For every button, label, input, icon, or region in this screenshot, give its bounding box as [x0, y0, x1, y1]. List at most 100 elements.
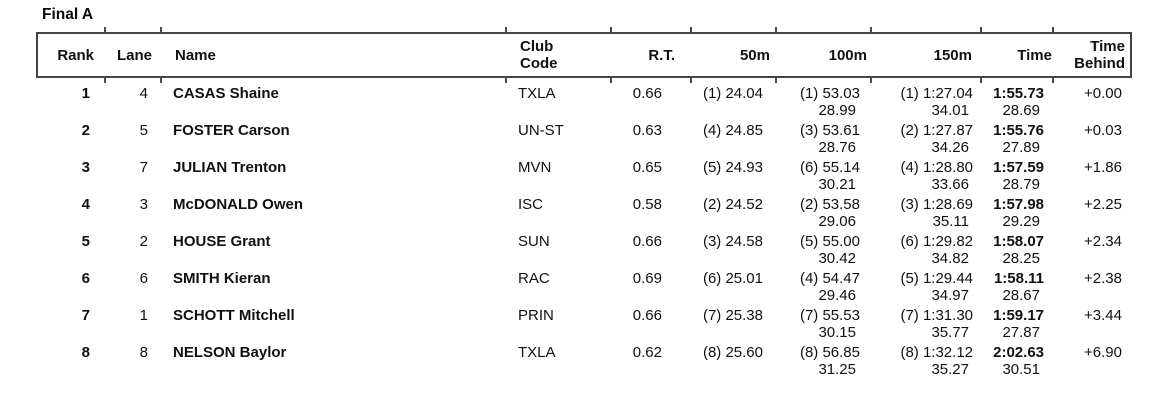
reaction-time-cell-value: 0.58: [632, 196, 662, 213]
split-150m-cell: (5) 1:29.44 34.97: [870, 270, 980, 307]
lane-cell-value: 2: [139, 233, 148, 250]
split-150m-cell: (2) 1:27.87 34.26: [870, 122, 980, 159]
split-100m-cell: (6) 55.14 30.21: [775, 159, 870, 196]
reaction-time-cell-value: 0.69: [632, 270, 662, 287]
split-150m-cell-value: (2) 1:27.87: [900, 122, 973, 139]
result-row: 8 8 NELSON Baylor TXLA 0.62 (8) 25.60 (8) 56.8…: [36, 344, 1132, 381]
final-time-cell: 1:58.07 28.25: [980, 233, 1052, 270]
swimmer-name-cell-value: HOUSE Grant: [173, 233, 271, 250]
reaction-time-cell-value: 0.62: [632, 344, 662, 361]
split-time: 35.77: [931, 324, 969, 341]
final-time-cell: 1:55.76 27.89: [980, 122, 1052, 159]
club-code-cell-value: TXLA: [518, 85, 556, 102]
lane-cell: 2: [104, 233, 160, 270]
time-behind-cell-value: +6.90: [1084, 344, 1122, 361]
column-tick: [160, 78, 162, 83]
reaction-time-cell: 0.66: [610, 85, 690, 122]
split-50m-cell-value: (1) 24.04: [702, 85, 763, 102]
rank-cell: 8: [36, 344, 104, 381]
header-club-code-line1: Club: [520, 38, 554, 55]
split-100m-cell: (5) 55.00 30.42: [775, 233, 870, 270]
table-header-row: Rank Lane Name Club Code R.T. 50m 100m 1…: [36, 32, 1132, 78]
rank-cell-value: 2: [81, 122, 90, 139]
final-time-cell: 1:59.17 27.87: [980, 307, 1052, 344]
reaction-time-cell: 0.66: [610, 233, 690, 270]
final-time-cell: 1:57.98 29.29: [980, 196, 1052, 233]
rank-cell-value: 5: [81, 233, 90, 250]
club-code-cell: PRIN: [505, 307, 610, 344]
lane-cell: 4: [104, 85, 160, 122]
club-code-cell: MVN: [505, 159, 610, 196]
split-time: 28.69: [1002, 102, 1040, 119]
final-time-cell-value: 2:02.63: [993, 344, 1044, 361]
rank-cell-value: 7: [81, 307, 90, 324]
result-row: 4 3 McDONALD Owen ISC 0.58 (2) 24.52 (2) 53.58…: [36, 196, 1132, 233]
column-tick: [610, 27, 612, 32]
header-100m: 100m: [828, 46, 867, 64]
split-100m-cell-value: (3) 53.61: [799, 122, 860, 139]
club-code-cell: UN-ST: [505, 122, 610, 159]
split-50m-cell: (8) 25.60: [690, 344, 775, 381]
column-tick: [870, 78, 872, 83]
split-time: 28.99: [818, 102, 856, 119]
club-code-cell-value: TXLA: [518, 344, 556, 361]
club-code-cell-value: UN-ST: [518, 122, 564, 139]
split-150m-cell-value: (8) 1:32.12: [900, 344, 973, 361]
split-150m-cell: (8) 1:32.12 35.27: [870, 344, 980, 381]
reaction-time-cell: 0.69: [610, 270, 690, 307]
split-time: 31.25: [818, 361, 856, 378]
split-50m-cell-value: (3) 24.58: [702, 233, 763, 250]
split-150m-cell-value: (6) 1:29.82: [900, 233, 973, 250]
final-time-cell-value: 1:55.73: [993, 85, 1044, 102]
final-time-cell-value: 1:55.76: [993, 122, 1044, 139]
split-150m-cell: (1) 1:27.04 34.01: [870, 85, 980, 122]
rank-cell: 2: [36, 122, 104, 159]
split-150m-cell: (3) 1:28.69 35.11: [870, 196, 980, 233]
reaction-time-cell-value: 0.66: [632, 233, 662, 250]
final-time-cell-value: 1:57.98: [993, 196, 1044, 213]
column-tick: [104, 78, 106, 83]
split-150m-cell: (7) 1:31.30 35.77: [870, 307, 980, 344]
club-code-cell: TXLA: [505, 344, 610, 381]
header-reaction-time: R.T.: [648, 46, 675, 64]
club-code-cell-value: PRIN: [518, 307, 554, 324]
time-behind-cell: +0.03: [1052, 122, 1132, 159]
column-tick: [1052, 27, 1054, 32]
lane-cell-value: 1: [139, 307, 148, 324]
final-time-cell: 1:55.73 28.69: [980, 85, 1052, 122]
column-tick: [610, 78, 612, 83]
time-behind-cell: +1.86: [1052, 159, 1132, 196]
swimmer-name-cell-value: NELSON Baylor: [173, 344, 287, 361]
header-time: Time: [1017, 46, 1052, 64]
reaction-time-cell: 0.63: [610, 122, 690, 159]
final-time-cell-value: 1:58.07: [993, 233, 1044, 250]
header-rank: Rank: [57, 46, 94, 64]
club-code-cell: TXLA: [505, 85, 610, 122]
split-150m-cell: (6) 1:29.82 34.82: [870, 233, 980, 270]
reaction-time-cell-value: 0.66: [632, 85, 662, 102]
result-row: 7 1 SCHOTT Mitchell PRIN 0.66 (7) 25.38 (7) 55…: [36, 307, 1132, 344]
results-table-body: 1 4 CASAS Shaine TXLA 0.66 (1) 24.04 (1) 53.03…: [36, 85, 1132, 381]
lane-cell: 5: [104, 122, 160, 159]
split-50m-cell-value: (7) 25.38: [702, 307, 763, 324]
rank-cell-value: 8: [81, 344, 90, 361]
rank-cell-value: 3: [81, 159, 90, 176]
split-100m-cell-value: (6) 55.14: [799, 159, 860, 176]
swimmer-name-cell-value: SMITH Kieran: [173, 270, 271, 287]
split-100m-cell: (1) 53.03 28.99: [775, 85, 870, 122]
time-behind-cell: +2.34: [1052, 233, 1132, 270]
split-100m-cell: (2) 53.58 29.06: [775, 196, 870, 233]
split-150m-cell: (4) 1:28.80 33.66: [870, 159, 980, 196]
lane-cell-value: 4: [139, 85, 148, 102]
header-150m: 150m: [933, 46, 972, 64]
lane-cell: 1: [104, 307, 160, 344]
split-time: 29.46: [818, 287, 856, 304]
lane-cell-value: 6: [139, 270, 148, 287]
split-150m-cell-value: (4) 1:28.80: [900, 159, 973, 176]
time-behind-cell-value: +3.44: [1084, 307, 1122, 324]
split-100m-cell: (8) 56.85 31.25: [775, 344, 870, 381]
lane-cell-value: 7: [139, 159, 148, 176]
split-100m-cell: (7) 55.53 30.15: [775, 307, 870, 344]
lane-cell-value: 5: [139, 122, 148, 139]
split-100m-cell-value: (1) 53.03: [799, 85, 860, 102]
